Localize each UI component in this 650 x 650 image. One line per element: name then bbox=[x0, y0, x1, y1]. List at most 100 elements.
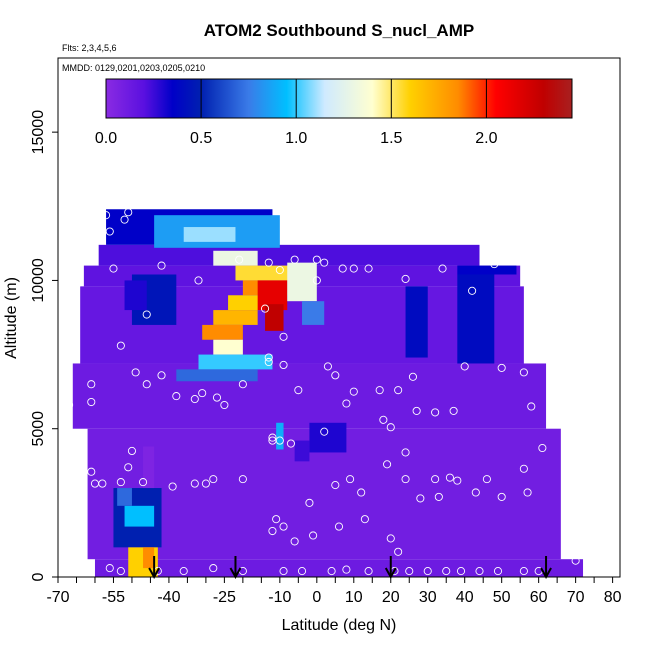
obs-point bbox=[386, 423, 395, 432]
obs-point bbox=[346, 475, 355, 484]
x-tick-label: 80 bbox=[604, 589, 622, 606]
obs-point bbox=[379, 415, 388, 424]
obs-point bbox=[482, 475, 491, 484]
obs-point bbox=[124, 463, 133, 472]
obs-point bbox=[312, 276, 321, 285]
obs-point bbox=[342, 399, 351, 408]
obs-point bbox=[442, 567, 451, 576]
obs-point bbox=[416, 494, 425, 503]
field-cell bbox=[183, 227, 236, 242]
observation-points bbox=[65, 208, 580, 576]
obs-point bbox=[331, 481, 340, 490]
field-cell bbox=[124, 505, 155, 527]
obs-point bbox=[238, 380, 247, 389]
obs-point bbox=[360, 515, 369, 524]
field-cell bbox=[198, 354, 273, 370]
obs-point bbox=[116, 341, 125, 350]
x-tick-label: -25 bbox=[213, 589, 236, 606]
obs-point bbox=[364, 567, 373, 576]
field-cell bbox=[176, 369, 258, 382]
obs-point bbox=[90, 479, 100, 488]
obs-point bbox=[290, 255, 299, 264]
field-cell bbox=[235, 265, 295, 281]
obs-point bbox=[116, 567, 125, 576]
obs-point bbox=[279, 567, 288, 576]
obs-point bbox=[349, 387, 358, 396]
x-tick-label: -10 bbox=[268, 589, 291, 606]
obs-point bbox=[449, 406, 458, 415]
obs-point bbox=[320, 427, 329, 436]
obs-point bbox=[190, 395, 199, 404]
obs-point bbox=[445, 473, 454, 482]
obs-point bbox=[264, 353, 273, 362]
obs-point bbox=[571, 556, 580, 565]
obs-point bbox=[349, 264, 358, 273]
obs-point bbox=[268, 526, 277, 536]
obs-point bbox=[264, 258, 273, 267]
obs-point bbox=[190, 479, 199, 488]
obs-point bbox=[312, 255, 321, 264]
obs-point bbox=[279, 522, 288, 531]
obs-point bbox=[194, 276, 203, 285]
obs-point bbox=[294, 386, 303, 395]
obs-point bbox=[423, 567, 432, 576]
obs-point bbox=[105, 227, 114, 236]
obs-point bbox=[519, 368, 528, 377]
obs-point bbox=[109, 264, 118, 273]
obs-point bbox=[261, 304, 270, 313]
x-tick-label: -70 bbox=[46, 589, 69, 606]
field-cell bbox=[213, 339, 243, 355]
colorbar: 0.0 0.5 1.0 1.5 2.0 bbox=[95, 78, 573, 147]
obs-point bbox=[65, 400, 74, 410]
obs-point bbox=[538, 443, 547, 453]
obs-point bbox=[124, 208, 133, 217]
obs-point bbox=[201, 479, 210, 488]
y-axis-label: Altitude (m) bbox=[3, 277, 20, 359]
obs-point bbox=[405, 567, 414, 576]
obs-point bbox=[87, 397, 96, 407]
field-cell bbox=[294, 440, 310, 462]
obs-point bbox=[497, 363, 506, 372]
field-cell bbox=[276, 422, 284, 450]
flight-arrows bbox=[148, 556, 552, 580]
obs-point bbox=[275, 265, 284, 275]
obs-point bbox=[264, 357, 273, 367]
obs-point bbox=[279, 360, 288, 370]
obs-point bbox=[475, 567, 484, 576]
obs-point bbox=[297, 567, 307, 576]
obs-point bbox=[168, 482, 177, 491]
obs-point bbox=[342, 565, 351, 574]
field-cell bbox=[287, 262, 317, 302]
obs-point bbox=[357, 488, 366, 497]
obs-point bbox=[401, 475, 410, 484]
obs-point bbox=[519, 464, 528, 473]
obs-point bbox=[320, 258, 329, 267]
obs-point bbox=[375, 386, 384, 395]
obs-point bbox=[401, 448, 410, 457]
flights-note: Flts: 2,3,4,5,6 bbox=[62, 43, 117, 53]
x-tick-label: -40 bbox=[157, 589, 180, 606]
y-tick-label: 5000 bbox=[30, 411, 47, 447]
obs-point bbox=[327, 567, 336, 576]
obs-point bbox=[471, 488, 480, 497]
x-tick-label: 30 bbox=[419, 589, 437, 606]
obs-point bbox=[172, 392, 181, 401]
colorbar-tick-label: 2.0 bbox=[475, 130, 497, 147]
x-axis-label: Latitude (deg N) bbox=[282, 617, 397, 634]
colorbar-tick-label: 0.0 bbox=[95, 130, 117, 147]
x-tick-label: 70 bbox=[567, 589, 585, 606]
chart-title: ATOM2 Southbound S_nucl_AMP bbox=[204, 21, 474, 40]
obs-point bbox=[209, 564, 218, 573]
obs-point bbox=[468, 286, 477, 295]
obs-point bbox=[212, 393, 222, 402]
x-tick-label: 20 bbox=[382, 589, 400, 606]
obs-point bbox=[408, 372, 417, 381]
obs-point bbox=[72, 280, 81, 289]
field-cell bbox=[98, 244, 480, 266]
obs-point bbox=[323, 362, 332, 371]
obs-point bbox=[268, 433, 277, 442]
obs-point bbox=[116, 478, 125, 487]
obs-point bbox=[290, 537, 299, 546]
field-cell bbox=[405, 286, 428, 358]
